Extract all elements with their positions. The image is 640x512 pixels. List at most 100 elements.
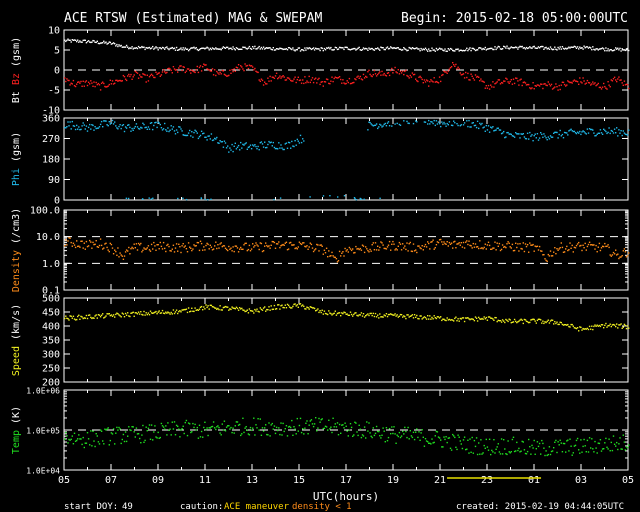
data-point (368, 69, 370, 71)
data-point (200, 430, 203, 433)
data-point (391, 243, 393, 245)
data-point (237, 309, 240, 311)
data-point (105, 315, 107, 317)
y-axis-label-part: (/cm3) (11, 208, 22, 250)
data-point (388, 74, 391, 77)
data-point (343, 82, 345, 84)
data-point (323, 81, 326, 83)
data-point (256, 308, 258, 310)
data-point (374, 124, 377, 126)
data-point (467, 49, 469, 52)
data-point (341, 424, 343, 426)
data-point (228, 151, 230, 153)
data-point (165, 425, 167, 427)
y-tick-label: 0.1 (42, 286, 60, 297)
data-point (520, 78, 522, 80)
data-point (327, 256, 329, 258)
data-point (134, 70, 136, 72)
data-point (377, 47, 379, 49)
data-point (467, 243, 469, 246)
data-point (546, 48, 548, 50)
data-point (507, 320, 509, 323)
data-point (275, 308, 278, 310)
data-point (438, 437, 441, 439)
data-point (409, 74, 411, 77)
data-point (68, 79, 70, 82)
data-point (582, 130, 584, 132)
data-point (192, 422, 194, 425)
data-point (574, 247, 577, 249)
data-point (549, 250, 552, 252)
data-point (430, 50, 432, 52)
data-point (184, 245, 186, 247)
data-point (591, 128, 593, 131)
data-point (482, 47, 484, 50)
data-point (317, 48, 319, 50)
data-point (541, 83, 543, 85)
data-point (559, 247, 561, 249)
data-point (267, 77, 269, 79)
data-point (232, 70, 234, 73)
data-point (456, 68, 458, 70)
data-point (535, 448, 537, 450)
data-point (116, 79, 118, 81)
data-point (259, 307, 261, 309)
data-point (525, 46, 528, 49)
data-point (406, 242, 408, 244)
data-point (135, 427, 138, 429)
data-point (570, 247, 572, 249)
data-point (143, 247, 145, 249)
data-point (85, 240, 88, 243)
data-point (290, 79, 292, 82)
data-point (384, 441, 386, 443)
data-point (192, 47, 194, 49)
data-point (567, 439, 569, 441)
data-point (375, 425, 378, 428)
data-point (499, 249, 502, 252)
data-point (377, 127, 379, 130)
data-point (115, 432, 117, 434)
data-point (536, 319, 539, 322)
data-point (207, 68, 209, 71)
data-point (80, 438, 82, 440)
y-axis-label-part: (km/s) (11, 304, 22, 346)
data-point (191, 431, 193, 433)
data-point (554, 441, 556, 443)
data-point (87, 245, 90, 247)
data-point (92, 430, 94, 432)
y-tick-label: 0 (54, 196, 60, 207)
data-point (81, 240, 83, 242)
data-point (616, 48, 618, 50)
data-point (154, 311, 156, 313)
data-point (560, 84, 562, 86)
data-point (288, 306, 291, 308)
data-point (109, 123, 111, 125)
data-point (469, 318, 471, 321)
data-point (625, 48, 628, 50)
data-point (417, 436, 419, 439)
data-point (486, 129, 489, 131)
data-point (298, 303, 301, 305)
data-point (625, 327, 628, 330)
data-point (357, 315, 359, 317)
data-point (265, 242, 267, 244)
data-point (132, 247, 134, 250)
data-point (333, 426, 335, 428)
data-point (442, 243, 444, 246)
data-point (154, 425, 156, 427)
data-point (231, 48, 233, 51)
data-point (243, 144, 245, 146)
data-point (90, 41, 92, 44)
data-point (442, 49, 444, 51)
data-point (119, 45, 121, 47)
data-point (503, 246, 505, 248)
data-point (567, 80, 569, 82)
data-point (536, 47, 539, 49)
data-point (227, 249, 229, 252)
data-point (304, 47, 306, 49)
data-point (345, 425, 347, 427)
data-point (496, 446, 498, 448)
data-point (455, 247, 457, 249)
data-point (319, 49, 321, 52)
data-point (452, 247, 454, 249)
